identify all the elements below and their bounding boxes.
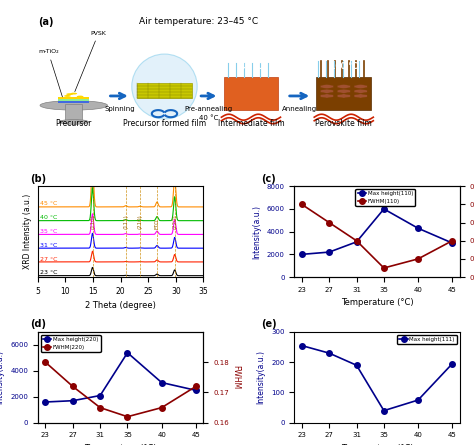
Y-axis label: Intensity(a.u.): Intensity(a.u.) bbox=[0, 350, 5, 405]
FancyBboxPatch shape bbox=[65, 104, 82, 122]
Max height(110) bbox=[449, 240, 455, 246]
Max height(111) bbox=[449, 361, 455, 366]
Ellipse shape bbox=[132, 54, 197, 119]
FWHM(110) bbox=[415, 256, 421, 262]
Text: Air temperature: 23–45 °C: Air temperature: 23–45 °C bbox=[139, 17, 258, 26]
Text: Spinning: Spinning bbox=[104, 106, 135, 112]
Text: Pre-annealing: Pre-annealing bbox=[185, 106, 233, 112]
Bar bbox=[58, 97, 90, 100]
Text: PVSK: PVSK bbox=[75, 31, 107, 92]
Text: 40 °C: 40 °C bbox=[39, 215, 57, 220]
Max height(110) bbox=[415, 226, 421, 231]
Text: (d): (d) bbox=[30, 320, 46, 329]
Text: (c): (c) bbox=[261, 174, 276, 184]
FWHM(220) bbox=[97, 405, 103, 410]
Max height(110) bbox=[299, 252, 305, 257]
Ellipse shape bbox=[40, 101, 108, 110]
Circle shape bbox=[66, 93, 73, 95]
Text: Precursor formed film: Precursor formed film bbox=[123, 119, 206, 128]
Text: (e): (e) bbox=[261, 320, 277, 329]
Legend: Max height(111): Max height(111) bbox=[397, 335, 457, 344]
Max height(220) bbox=[193, 388, 199, 393]
Legend: Max height(220), FWHM(220): Max height(220), FWHM(220) bbox=[41, 335, 100, 352]
Text: 35 °C: 35 °C bbox=[39, 229, 57, 234]
Max height(110) bbox=[354, 239, 359, 245]
Text: (111): (111) bbox=[123, 214, 128, 229]
Max height(220) bbox=[70, 398, 76, 403]
Line: Max height(110): Max height(110) bbox=[299, 206, 455, 257]
Line: FWHM(220): FWHM(220) bbox=[43, 360, 199, 420]
Line: Max height(220): Max height(220) bbox=[43, 350, 199, 405]
Text: Intermediate film: Intermediate film bbox=[218, 119, 284, 128]
FWHM(220) bbox=[43, 360, 48, 365]
Y-axis label: Intensity(a.u.): Intensity(a.u.) bbox=[256, 350, 265, 405]
Y-axis label: XRD Intensity (a.u.): XRD Intensity (a.u.) bbox=[23, 194, 32, 269]
FWHM(110) bbox=[449, 238, 455, 243]
Text: Precursor: Precursor bbox=[55, 119, 92, 128]
Text: FTO: FTO bbox=[155, 218, 160, 229]
Max height(220) bbox=[97, 393, 103, 398]
FWHM(220) bbox=[125, 414, 130, 419]
Ellipse shape bbox=[59, 120, 89, 124]
Max height(110) bbox=[327, 249, 332, 255]
X-axis label: Temperature (°C): Temperature (°C) bbox=[341, 444, 413, 445]
FWHM(110) bbox=[381, 265, 387, 271]
X-axis label: Temperature (°C): Temperature (°C) bbox=[341, 298, 413, 307]
FancyBboxPatch shape bbox=[316, 77, 371, 110]
FWHM(220) bbox=[70, 384, 76, 389]
Y-axis label: FWHM: FWHM bbox=[231, 365, 240, 389]
FancyBboxPatch shape bbox=[224, 77, 278, 110]
Line: Max height(111): Max height(111) bbox=[299, 343, 455, 413]
Text: 23 °C: 23 °C bbox=[39, 270, 57, 275]
Max height(220) bbox=[125, 350, 130, 356]
FWHM(110) bbox=[354, 238, 359, 243]
Max height(111) bbox=[381, 408, 387, 413]
Circle shape bbox=[64, 95, 71, 97]
Text: (a): (a) bbox=[38, 17, 54, 27]
Max height(110) bbox=[381, 206, 387, 212]
Max height(111) bbox=[415, 397, 421, 403]
X-axis label: 2 Theta (degree): 2 Theta (degree) bbox=[85, 301, 156, 310]
Text: (b): (b) bbox=[30, 174, 46, 184]
Text: 27 °C: 27 °C bbox=[39, 256, 57, 262]
Max height(111) bbox=[299, 343, 305, 348]
FWHM(110) bbox=[327, 220, 332, 225]
Circle shape bbox=[77, 96, 83, 97]
Circle shape bbox=[71, 93, 77, 94]
Bar bbox=[58, 100, 90, 101]
Max height(220) bbox=[43, 399, 48, 405]
Max height(220) bbox=[159, 380, 164, 385]
X-axis label: Temperature (°C): Temperature (°C) bbox=[84, 444, 157, 445]
Text: Perovskite film: Perovskite film bbox=[315, 119, 372, 128]
FWHM(220) bbox=[193, 384, 199, 389]
Max height(111) bbox=[354, 363, 359, 368]
FWHM(220) bbox=[159, 405, 164, 410]
Text: 40 °C: 40 °C bbox=[240, 62, 262, 71]
Bar bbox=[58, 101, 90, 103]
Line: FWHM(110): FWHM(110) bbox=[299, 202, 455, 271]
Text: 45 °C: 45 °C bbox=[39, 202, 57, 206]
Legend: Max height(110), FWHM(110): Max height(110), FWHM(110) bbox=[356, 189, 415, 206]
Text: 160 °C: 160 °C bbox=[330, 62, 358, 71]
Text: (220): (220) bbox=[172, 214, 177, 229]
Text: (210): (210) bbox=[137, 214, 143, 229]
Max height(111) bbox=[327, 351, 332, 356]
Y-axis label: Intensity(a.u.): Intensity(a.u.) bbox=[252, 205, 261, 259]
Text: (110): (110) bbox=[90, 214, 95, 229]
Text: Annealing: Annealing bbox=[282, 106, 317, 112]
Text: 40 °C: 40 °C bbox=[199, 114, 219, 121]
FancyBboxPatch shape bbox=[137, 83, 192, 98]
Text: 31 °C: 31 °C bbox=[39, 243, 57, 248]
FWHM(110) bbox=[299, 202, 305, 207]
Text: m-TiO₂: m-TiO₂ bbox=[38, 49, 63, 97]
